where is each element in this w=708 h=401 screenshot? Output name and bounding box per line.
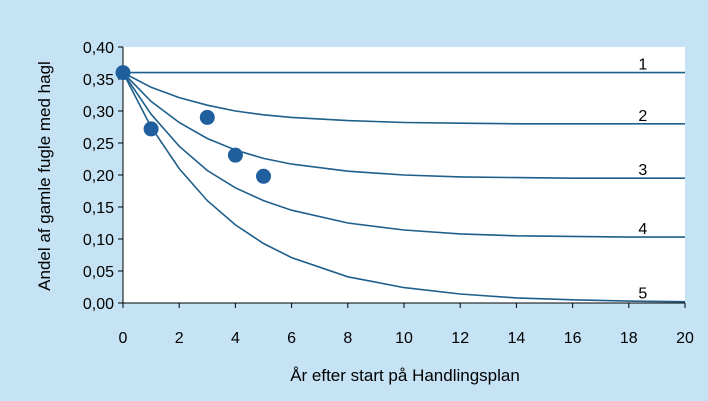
x-axis (122, 302, 686, 308)
y-tick-label: 0,00 (83, 296, 114, 313)
x-tick-label: 16 (564, 330, 582, 347)
x-tick-label: 6 (287, 330, 296, 347)
x-tick-labels: 0 2 4 6 8 10 12 14 16 18 20 (119, 330, 694, 347)
x-tick-label: 12 (451, 330, 469, 347)
x-tick-label: 0 (119, 330, 128, 347)
x-tick-label: 20 (676, 330, 694, 347)
data-point (227, 147, 243, 163)
observed-points (115, 65, 271, 184)
x-tick-label: 14 (508, 330, 526, 347)
y-tick-label: 0,40 (83, 40, 114, 57)
x-tick-label: 8 (343, 330, 352, 347)
x-tick-label: 10 (395, 330, 413, 347)
data-point (115, 65, 131, 81)
y-tick-labels: 0,00 0,05 0,10 0,15 0,20 0,25 0,30 0,35 0,40 (83, 40, 114, 313)
series-line-2 (122, 71, 685, 125)
x-tick-label: 2 (175, 330, 184, 347)
x-axis-title: År efter start på Handlingsplan (290, 366, 520, 385)
curve-label-3: 3 (638, 162, 647, 179)
y-tick-label: 0,30 (83, 104, 114, 121)
curve-label-5: 5 (638, 286, 647, 303)
y-tick-label: 0,15 (83, 200, 114, 217)
y-tick-label: 0,05 (83, 264, 114, 281)
curve-labels: 1 2 3 4 5 (638, 57, 647, 303)
data-point (256, 168, 271, 184)
curve-label-1: 1 (638, 57, 647, 74)
y-tick-label: 0,25 (83, 136, 114, 153)
y-axis-title: Andel af gamle fugle med hagl (35, 61, 54, 291)
x-tick-label: 18 (620, 330, 638, 347)
y-axis (118, 46, 124, 304)
curve-label-4: 4 (638, 221, 647, 238)
series-lines (122, 71, 686, 303)
data-point (199, 109, 215, 125)
curve-label-2: 2 (638, 108, 647, 125)
series-line-5 (122, 72, 686, 303)
series-line-3 (122, 72, 685, 179)
series-line-4 (122, 72, 685, 238)
y-tick-label: 0,20 (83, 168, 114, 185)
y-tick-label: 0,35 (83, 72, 114, 89)
data-point (143, 121, 159, 137)
x-tick-label: 4 (231, 330, 240, 347)
y-tick-label: 0,10 (83, 232, 114, 249)
